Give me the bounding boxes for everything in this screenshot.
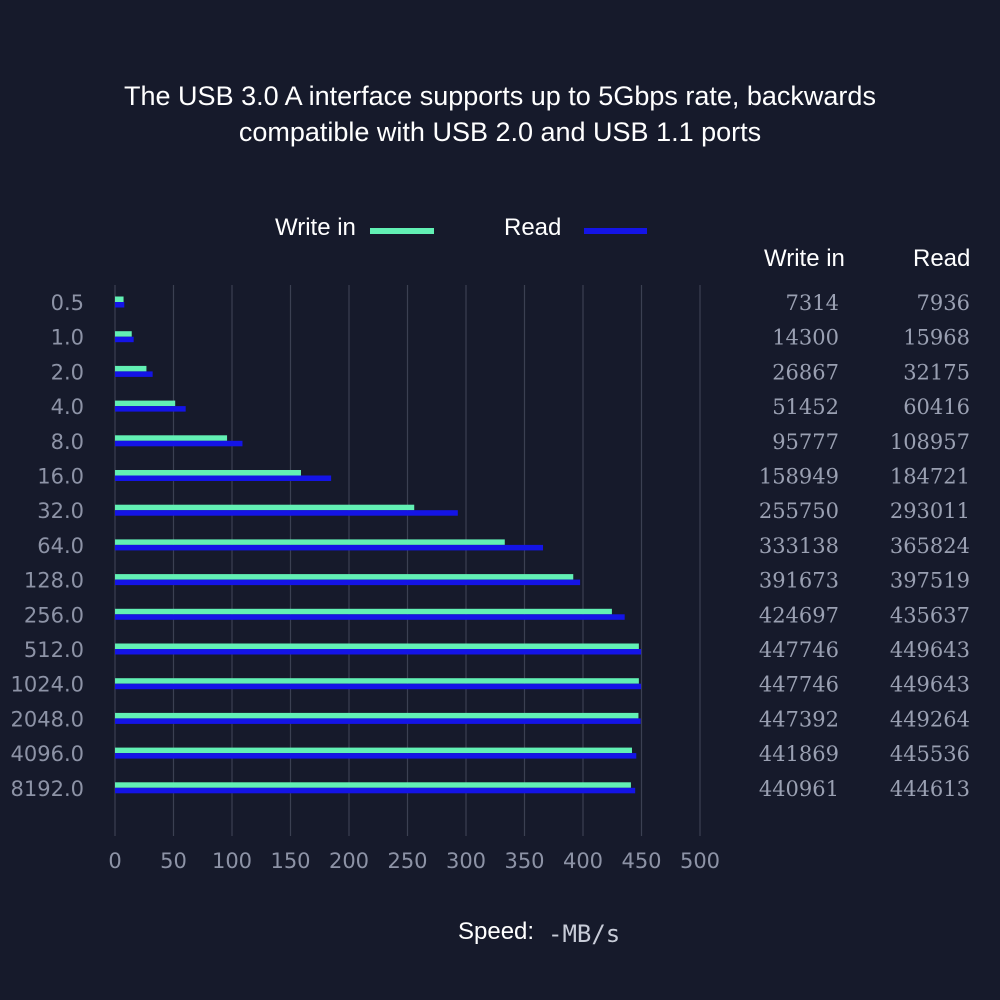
legend-label-read: Read: [504, 214, 562, 241]
y-category-label: 16.0: [37, 465, 84, 489]
y-category-label: 512.0: [24, 638, 84, 662]
x-tick-label: 400: [563, 849, 603, 873]
x-tick-label: 300: [446, 849, 486, 873]
table-header-read: Read: [913, 245, 971, 272]
y-category-label: 1.0: [51, 326, 84, 350]
table-value-write: 447392: [759, 707, 839, 731]
table-value-read: 15968: [903, 326, 970, 350]
x-tick-label: 0: [108, 849, 121, 873]
bar-write: [115, 504, 415, 511]
table-value-read: 32175: [903, 360, 970, 384]
y-category-label: 0.5: [51, 291, 84, 315]
bar-write: [115, 782, 631, 788]
table-value-read: 293011: [890, 499, 970, 523]
bar-read: [115, 544, 544, 551]
table-value-write: 424697: [759, 603, 839, 627]
bar-read: [115, 440, 243, 447]
bar-read: [115, 579, 581, 586]
table-value-read: 444613: [890, 777, 970, 801]
table-value-write: 333138: [759, 534, 839, 558]
y-category-label: 8192.0: [11, 777, 84, 801]
y-category-label: 4096.0: [11, 742, 84, 766]
table-value-read: 397519: [890, 569, 970, 593]
table-value-write: 7314: [786, 291, 839, 315]
table-value-read: 435637: [890, 603, 970, 627]
x-tick-label: 500: [680, 849, 720, 873]
y-category-label: 2048.0: [11, 707, 84, 731]
y-category-label: 8.0: [51, 430, 84, 454]
bar-write: [115, 678, 639, 684]
bar-write: [115, 712, 639, 719]
bar-read: [115, 718, 641, 724]
bar-write: [115, 331, 132, 337]
table-value-read: 449264: [890, 707, 970, 731]
table-value-read: 449643: [890, 638, 970, 662]
y-category-label: 128.0: [24, 569, 84, 593]
table-value-write: 14300: [772, 326, 839, 350]
table-value-read: 445536: [890, 742, 970, 766]
bar-read: [115, 336, 134, 343]
table-value-read: 108957: [890, 430, 970, 454]
bar-read: [115, 302, 125, 308]
legend-label-write: Write in: [275, 214, 356, 241]
legend-swatch-read: [584, 228, 647, 234]
axis-speed-label: Speed:: [458, 918, 535, 945]
bar-write: [115, 296, 124, 302]
table-value-write: 51452: [772, 395, 839, 419]
bar-write: [115, 470, 301, 476]
bar-read: [115, 787, 636, 794]
table-value-read: 184721: [890, 465, 970, 489]
bar-write: [115, 608, 612, 615]
table-value-read: 449643: [890, 673, 970, 697]
legend-swatch-write: [370, 228, 434, 234]
y-category-label: 4.0: [51, 395, 84, 419]
bar-write: [115, 574, 574, 580]
bar-write: [115, 539, 505, 545]
y-category-label: 256.0: [24, 603, 84, 627]
table-value-read: 7936: [917, 291, 970, 315]
bar-read: [115, 614, 625, 620]
x-tick-label: 250: [387, 849, 427, 873]
table-value-write: 391673: [759, 569, 839, 593]
y-category-label: 1024.0: [11, 673, 84, 697]
table-value-write: 26867: [772, 360, 839, 384]
axis-speed-unit: -MB/s: [548, 920, 621, 948]
bar-write: [115, 643, 639, 649]
bar-read: [115, 683, 642, 690]
x-tick-label: 450: [621, 849, 661, 873]
bar-read: [115, 475, 332, 481]
bar-write: [115, 435, 228, 441]
chart-title: The USB 3.0 A interface supports up to 5…: [0, 78, 1000, 150]
x-tick-label: 150: [270, 849, 310, 873]
x-tick-label: 100: [212, 849, 252, 873]
x-tick-label: 50: [160, 849, 187, 873]
table-value-write: 158949: [759, 465, 839, 489]
title-line-2: compatible with USB 2.0 and USB 1.1 port…: [238, 117, 762, 147]
table-value-read: 60416: [903, 395, 970, 419]
bar-read: [115, 406, 186, 412]
table-value-read: 365824: [890, 534, 970, 558]
y-category-label: 64.0: [37, 534, 84, 558]
x-tick-label: 350: [504, 849, 544, 873]
table-value-write: 255750: [759, 499, 839, 523]
bar-read: [115, 649, 642, 655]
table-value-write: 95777: [772, 430, 839, 454]
bar-read: [115, 510, 458, 516]
bar-read: [115, 371, 153, 377]
title-line-1: The USB 3.0 A interface supports up to 5…: [124, 81, 876, 111]
table-value-write: 440961: [759, 777, 839, 801]
y-category-label: 32.0: [37, 499, 84, 523]
table-value-write: 447746: [759, 638, 839, 662]
y-category-label: 2.0: [51, 360, 84, 384]
x-tick-label: 200: [329, 849, 369, 873]
table-header-write: Write in: [764, 245, 845, 272]
table-value-write: 441869: [759, 742, 839, 766]
bar-write: [115, 400, 176, 407]
bar-write: [115, 365, 147, 372]
bar-write: [115, 747, 632, 754]
bar-read: [115, 753, 637, 759]
table-value-write: 447746: [759, 673, 839, 697]
